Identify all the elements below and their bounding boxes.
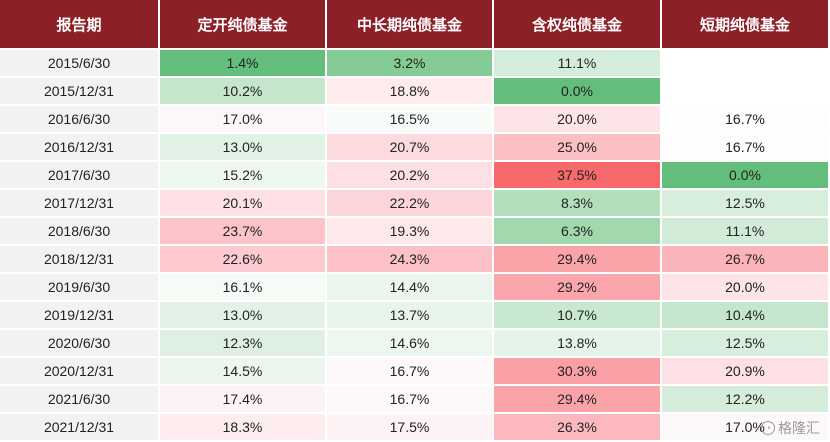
- period-cell: 2017/6/30: [0, 162, 160, 190]
- value-cell: 8.3%: [494, 190, 662, 218]
- period-cell: 2016/12/31: [0, 134, 160, 162]
- value-cell: 10.4%: [662, 302, 830, 330]
- value-cell: 6.3%: [494, 218, 662, 246]
- value-cell: 12.5%: [662, 190, 830, 218]
- value-cell: 23.7%: [160, 218, 327, 246]
- value-cell: 29.2%: [494, 274, 662, 302]
- value-cell: 16.5%: [327, 106, 494, 134]
- value-cell: 16.7%: [327, 358, 494, 386]
- period-cell: 2019/12/31: [0, 302, 160, 330]
- table-row: 2018/12/31 22.6% 24.3% 29.4% 26.7%: [0, 246, 830, 274]
- value-cell: 0.0%: [494, 78, 662, 106]
- period-cell: 2015/6/30: [0, 50, 160, 78]
- period-cell: 2018/12/31: [0, 246, 160, 274]
- value-cell: 1.4%: [160, 50, 327, 78]
- period-cell: 2015/12/31: [0, 78, 160, 106]
- table-header: 报告期 定开纯债基金 中长期纯债基金 含权纯债基金 短期纯债基金: [0, 0, 830, 50]
- value-cell: 16.7%: [662, 106, 830, 134]
- table-row: 2016/6/30 17.0% 16.5% 20.0% 16.7%: [0, 106, 830, 134]
- table-row: 2018/6/30 23.7% 19.3% 6.3% 11.1%: [0, 218, 830, 246]
- period-cell: 2017/12/31: [0, 190, 160, 218]
- value-cell: 14.4%: [327, 274, 494, 302]
- watermark: ◔ 格隆汇: [761, 418, 820, 438]
- value-cell: 17.0%: [662, 414, 830, 442]
- value-cell: 22.2%: [327, 190, 494, 218]
- value-cell: 16.1%: [160, 274, 327, 302]
- period-cell: 2020/12/31: [0, 358, 160, 386]
- table-row: 2019/12/31 13.0% 13.7% 10.7% 10.4%: [0, 302, 830, 330]
- table-body: 2015/6/30 1.4% 3.2% 11.1% 2015/12/31 10.2% 18.…: [0, 50, 830, 442]
- value-cell: 20.9%: [662, 358, 830, 386]
- value-cell: 26.3%: [494, 414, 662, 442]
- value-cell: 15.2%: [160, 162, 327, 190]
- value-cell: 13.0%: [160, 302, 327, 330]
- value-cell: 20.2%: [327, 162, 494, 190]
- value-cell: 11.1%: [662, 218, 830, 246]
- value-cell: 22.6%: [160, 246, 327, 274]
- value-cell: 30.3%: [494, 358, 662, 386]
- table-row: 2016/12/31 13.0% 20.7% 25.0% 16.7%: [0, 134, 830, 162]
- header-period: 报告期: [0, 0, 160, 50]
- period-cell: 2018/6/30: [0, 218, 160, 246]
- table-row: 2017/12/31 20.1% 22.2% 8.3% 12.5%: [0, 190, 830, 218]
- value-cell: 14.5%: [160, 358, 327, 386]
- table-row: 2015/12/31 10.2% 18.8% 0.0%: [0, 78, 830, 106]
- watermark-text: 格隆汇: [778, 420, 820, 436]
- value-cell: 20.1%: [160, 190, 327, 218]
- watermark-logo-icon: ◔: [761, 421, 775, 435]
- value-cell: 29.4%: [494, 386, 662, 414]
- table-row: 2021/12/31 18.3% 17.5% 26.3% 17.0%: [0, 414, 830, 442]
- value-cell: 37.5%: [494, 162, 662, 190]
- table-row: 2019/6/30 16.1% 14.4% 29.2% 20.0%: [0, 274, 830, 302]
- value-cell: [662, 50, 830, 78]
- value-cell: 10.2%: [160, 78, 327, 106]
- header-equity-pure-bond: 含权纯债基金: [494, 0, 662, 50]
- header-short-pure-bond: 短期纯债基金: [662, 0, 830, 50]
- value-cell: [662, 78, 830, 106]
- period-cell: 2016/6/30: [0, 106, 160, 134]
- value-cell: 20.0%: [494, 106, 662, 134]
- value-cell: 17.4%: [160, 386, 327, 414]
- value-cell: 18.8%: [327, 78, 494, 106]
- value-cell: 10.7%: [494, 302, 662, 330]
- value-cell: 13.0%: [160, 134, 327, 162]
- value-cell: 18.3%: [160, 414, 327, 442]
- value-cell: 26.7%: [662, 246, 830, 274]
- value-cell: 25.0%: [494, 134, 662, 162]
- value-cell: 20.7%: [327, 134, 494, 162]
- header-row: 报告期 定开纯债基金 中长期纯债基金 含权纯债基金 短期纯债基金: [0, 0, 830, 50]
- table-row: 2020/12/31 14.5% 16.7% 30.3% 20.9%: [0, 358, 830, 386]
- value-cell: 17.0%: [160, 106, 327, 134]
- value-cell: 29.4%: [494, 246, 662, 274]
- period-cell: 2020/6/30: [0, 330, 160, 358]
- value-cell: 17.5%: [327, 414, 494, 442]
- value-cell: 3.2%: [327, 50, 494, 78]
- value-cell: 12.5%: [662, 330, 830, 358]
- value-cell: 11.1%: [494, 50, 662, 78]
- value-cell: 19.3%: [327, 218, 494, 246]
- period-cell: 2019/6/30: [0, 274, 160, 302]
- value-cell: 24.3%: [327, 246, 494, 274]
- value-cell: 0.0%: [662, 162, 830, 190]
- value-cell: 20.0%: [662, 274, 830, 302]
- value-cell: 12.3%: [160, 330, 327, 358]
- header-mid-long-pure-bond: 中长期纯债基金: [327, 0, 494, 50]
- value-cell: 13.7%: [327, 302, 494, 330]
- table-row: 2015/6/30 1.4% 3.2% 11.1%: [0, 50, 830, 78]
- value-cell: 16.7%: [327, 386, 494, 414]
- period-cell: 2021/12/31: [0, 414, 160, 442]
- value-cell: 13.8%: [494, 330, 662, 358]
- table-row: 2020/6/30 12.3% 14.6% 13.8% 12.5%: [0, 330, 830, 358]
- value-cell: 14.6%: [327, 330, 494, 358]
- value-cell: 12.2%: [662, 386, 830, 414]
- table-row: 2021/6/30 17.4% 16.7% 29.4% 12.2%: [0, 386, 830, 414]
- header-open-ended-pure-bond: 定开纯债基金: [160, 0, 327, 50]
- table-row: 2017/6/30 15.2% 20.2% 37.5% 0.0%: [0, 162, 830, 190]
- period-cell: 2021/6/30: [0, 386, 160, 414]
- value-cell: 16.7%: [662, 134, 830, 162]
